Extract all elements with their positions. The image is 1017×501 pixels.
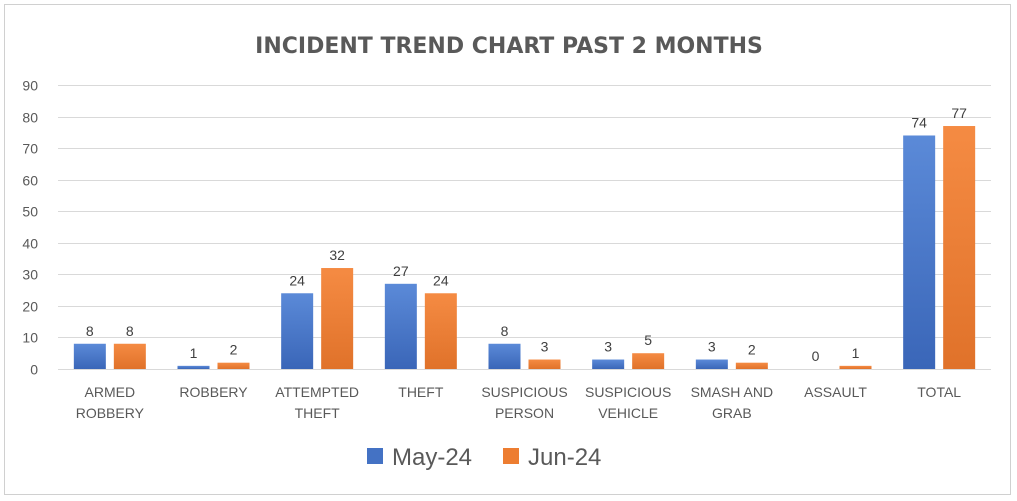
data-label: 5: [644, 332, 652, 348]
bars: [73, 126, 976, 370]
data-label: 27: [393, 263, 409, 279]
legend-label: Jun-24: [528, 444, 601, 471]
bar-may-24-6: [695, 359, 728, 369]
bar-jun-24-5: [632, 353, 665, 369]
bar-jun-24-7: [839, 365, 872, 369]
y-tick-label: 70: [22, 141, 38, 157]
data-label: 0: [812, 348, 820, 364]
y-tick-label: 10: [22, 330, 38, 346]
data-label: 24: [433, 272, 449, 288]
data-label: 8: [501, 323, 509, 339]
category-label: PERSON: [495, 405, 554, 421]
category-label: THEFT: [295, 405, 341, 421]
bar-jun-24-3: [424, 293, 457, 369]
bar-jun-24-2: [321, 268, 354, 369]
data-label: 3: [708, 339, 716, 355]
category-label: ARMED: [85, 384, 136, 400]
legend-swatch-may-24: [367, 448, 383, 464]
bar-jun-24-8: [943, 126, 976, 370]
y-tick-label: 80: [22, 110, 38, 126]
bar-may-24-3: [384, 283, 417, 369]
y-tick-label: 60: [22, 173, 38, 189]
y-tick-label: 40: [22, 236, 38, 252]
x-axis-categories: ARMED ROBBERY ROBBERY ATTEMPTED THEFT THEFT SU…: [76, 384, 962, 421]
data-label: 1: [852, 345, 860, 361]
data-label: 8: [86, 323, 94, 339]
data-label: 74: [911, 114, 927, 130]
y-tick-label: 0: [30, 362, 38, 378]
data-label: 32: [329, 247, 345, 263]
category-label: SUSPICIOUS: [481, 384, 567, 400]
data-label: 77: [951, 105, 967, 121]
bar-may-24-0: [73, 343, 106, 369]
bar-may-24-8: [903, 135, 936, 369]
y-axis-ticks: 0 10 20 30 40 50 60 70 80 90: [22, 78, 38, 378]
data-label: 1: [190, 345, 198, 361]
category-label: VEHICLE: [598, 405, 658, 421]
legend-swatch-jun-24: [503, 448, 519, 464]
y-tick-label: 30: [22, 267, 38, 283]
category-label: GRAB: [712, 405, 752, 421]
data-label: 3: [604, 339, 612, 355]
legend-label: May-24: [392, 444, 472, 471]
bar-jun-24-1: [217, 362, 250, 369]
data-label: 24: [289, 272, 305, 288]
data-label: 3: [541, 339, 549, 355]
category-label: TOTAL: [917, 384, 961, 400]
bar-may-24-5: [592, 359, 625, 369]
bar-may-24-4: [488, 343, 521, 369]
data-label: 2: [230, 342, 238, 358]
category-label: ASSAULT: [804, 384, 867, 400]
chart-title: INCIDENT TREND CHART PAST 2 MONTHS: [255, 34, 763, 59]
y-tick-label: 90: [22, 78, 38, 94]
bar-jun-24-6: [735, 362, 768, 369]
category-label: ROBBERY: [179, 384, 248, 400]
category-label: SUSPICIOUS: [585, 384, 671, 400]
data-label: 2: [748, 342, 756, 358]
bar-may-24-2: [281, 293, 314, 369]
y-tick-label: 20: [22, 299, 38, 315]
legend: May-24 Jun-24: [367, 444, 601, 471]
category-label: ATTEMPTED: [275, 384, 359, 400]
bar-may-24-1: [177, 365, 210, 369]
bar-jun-24-0: [113, 343, 146, 369]
category-label: SMASH AND: [691, 384, 773, 400]
gridlines: [58, 85, 991, 370]
bar-jun-24-4: [528, 359, 561, 369]
category-label: THEFT: [398, 384, 444, 400]
data-label: 8: [126, 323, 134, 339]
category-label: ROBBERY: [76, 405, 145, 421]
y-tick-label: 50: [22, 204, 38, 220]
